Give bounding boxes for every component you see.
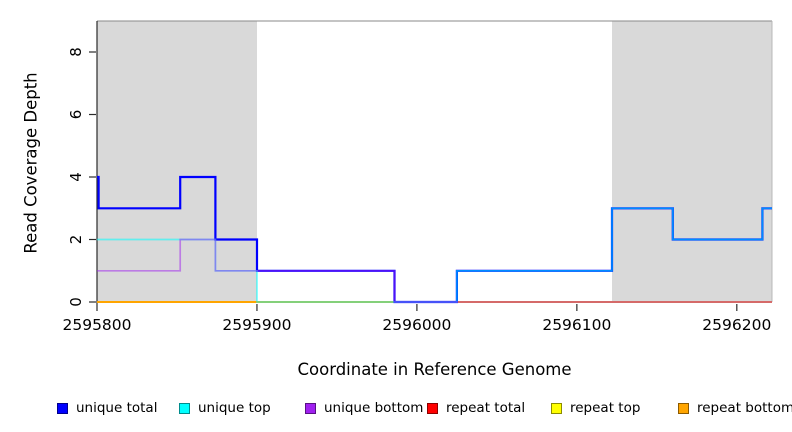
- legend-item-repeat-total: repeat total: [427, 400, 525, 416]
- legend-label: unique top: [198, 400, 271, 416]
- legend-label: repeat top: [570, 400, 641, 416]
- repeat-region-right-shading: [612, 21, 772, 302]
- x-tick-label-2595800: 2595800: [62, 316, 131, 334]
- legend-item-unique-top: unique top: [179, 400, 271, 416]
- y-tick-label-2: 2: [67, 235, 85, 245]
- y-tick-label-0: 0: [67, 297, 85, 307]
- y-tick-label-8: 8: [67, 47, 85, 57]
- x-tick-label-2595900: 2595900: [222, 316, 291, 334]
- legend-swatch-repeat-bottom: [678, 402, 689, 414]
- x-tick-label-2596200: 2596200: [702, 316, 771, 334]
- y-axis-title: Read Coverage Depth: [21, 72, 41, 254]
- series-line-unique-bottom: [97, 238, 772, 303]
- x-axis-title: Coordinate in Reference Genome: [297, 360, 572, 379]
- y-tick-label-6: 6: [67, 110, 85, 120]
- legend-swatch-unique-bottom: [305, 402, 316, 414]
- legend-label: unique total: [76, 400, 158, 416]
- legend-item-repeat-top: repeat top: [551, 400, 640, 416]
- legend-item-unique-total: unique total: [57, 400, 157, 416]
- x-tick-label-2596100: 2596100: [542, 316, 611, 334]
- legend-swatch-repeat-total: [427, 402, 438, 414]
- legend-label: repeat total: [446, 400, 526, 416]
- repeat-region-left-shading: [97, 21, 257, 302]
- legend-label: unique bottom: [324, 400, 424, 416]
- legend-item-unique-bottom: unique bottom: [305, 400, 423, 416]
- y-tick-label-4: 4: [67, 172, 85, 182]
- legend-label: repeat bottom: [697, 400, 792, 416]
- legend-item-repeat-bottom: repeat bottom: [678, 400, 792, 416]
- x-tick-label-2596000: 2596000: [382, 316, 451, 334]
- legend-swatch-repeat-top: [551, 402, 562, 414]
- legend-swatch-unique-top: [179, 402, 190, 414]
- legend-swatch-unique-total: [57, 402, 68, 414]
- legend: unique total unique top unique bottom re…: [0, 400, 792, 422]
